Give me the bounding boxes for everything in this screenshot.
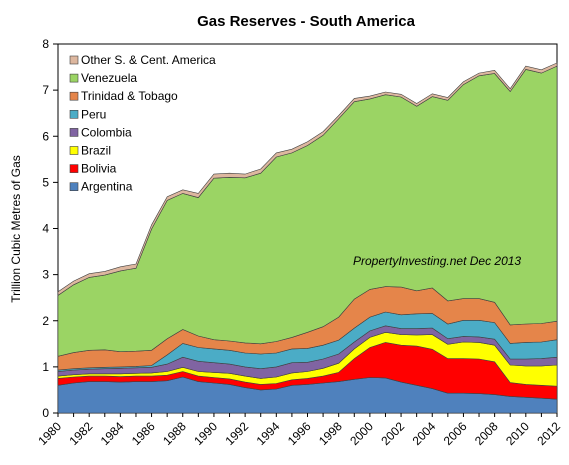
- x-tick-label: 1982: [67, 419, 96, 448]
- y-tick-label: 6: [42, 129, 49, 143]
- y-tick-label: 2: [42, 314, 49, 328]
- legend-label-peru: Peru: [81, 107, 106, 121]
- y-tick-label: 7: [42, 83, 49, 97]
- legend-swatch-colombia: [69, 128, 79, 137]
- x-tick-label: 1988: [160, 419, 189, 448]
- y-tick-label: 0: [42, 406, 49, 420]
- chart-title: Gas Reserves - South America: [197, 13, 416, 30]
- y-tick-label: 8: [42, 37, 49, 51]
- x-tick-label: 2000: [347, 419, 376, 448]
- legend-swatch-venezuela: [69, 73, 79, 83]
- legend-swatch-bolivia: [69, 164, 79, 173]
- area-other-s-cent-america: [57, 62, 558, 296]
- y-tick-label: 1: [42, 360, 49, 374]
- legend-swatch-argentina: [69, 182, 79, 191]
- x-tick-label: 2002: [378, 419, 407, 448]
- x-tick-label: 2012: [534, 419, 563, 448]
- x-tick-label: 2008: [472, 419, 501, 448]
- x-tick-label: 1998: [316, 419, 345, 448]
- x-tick-label: 2010: [503, 419, 532, 448]
- legend-label-bolivia: Bolivia: [81, 162, 117, 176]
- x-tick-label: 1990: [191, 419, 220, 448]
- legend-label-argentina: Argentina: [81, 180, 133, 194]
- x-tick-label: 1992: [222, 419, 251, 448]
- y-tick-label: 4: [42, 222, 49, 236]
- legend-label-other-s-cent-america: Other S. & Cent. America: [81, 53, 216, 67]
- legend: Other S. & Cent. America Venezuela Trinida…: [69, 53, 216, 194]
- x-tick-label: 1980: [35, 419, 64, 448]
- x-tick-label: 1986: [129, 419, 158, 448]
- legend-label-venezuela: Venezuela: [81, 71, 137, 85]
- y-tick-label: 5: [42, 175, 49, 189]
- x-tick-label: 1984: [98, 419, 127, 448]
- x-tick-label: 1996: [285, 419, 314, 448]
- legend-swatch-brazil: [69, 146, 79, 155]
- legend-swatch-trinidad-tobago: [69, 91, 79, 101]
- y-axis-label: Trillion Cubic Metres of Gas: [9, 155, 23, 303]
- x-tick-label: 2004: [410, 419, 439, 448]
- x-tick-label: 2006: [441, 419, 470, 448]
- legend-label-colombia: Colombia: [81, 125, 132, 139]
- legend-label-brazil: Brazil: [81, 144, 111, 158]
- legend-swatch-other-s-cent-america: [69, 55, 79, 65]
- x-tick-label: 1994: [254, 419, 283, 448]
- y-tick-label: 3: [42, 268, 49, 282]
- legend-label-trinidad-tobago: Trinidad & Tobago: [81, 89, 178, 103]
- legend-swatch-peru: [69, 110, 79, 119]
- source-annotation: PropertyInvesting.net Dec 2013: [353, 254, 521, 268]
